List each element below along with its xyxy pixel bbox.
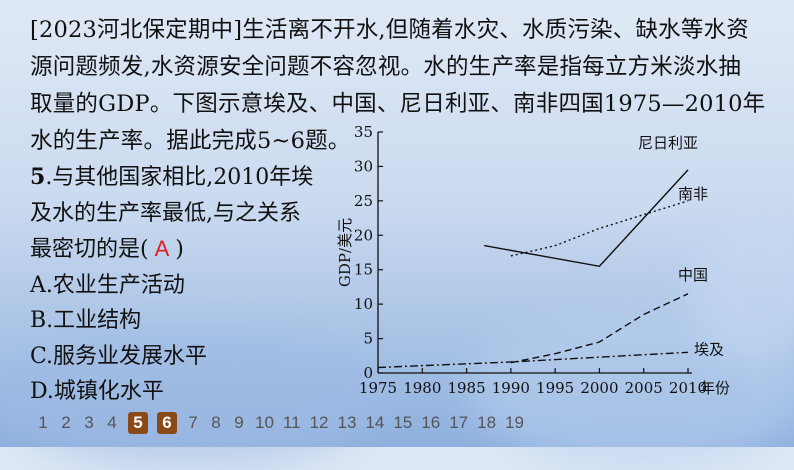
page-number-2[interactable]: 2 xyxy=(61,413,71,432)
series-label: 南非 xyxy=(678,185,708,203)
x-tick-label: 1995 xyxy=(536,379,574,397)
intro-line: 取量的GDP。下图示意埃及、中国、尼日利亚、南非四国1975—2010年 xyxy=(30,91,766,117)
option-c[interactable]: C.服务业发展水平 xyxy=(30,343,208,369)
background-glow xyxy=(690,220,794,360)
question-number: 5 xyxy=(30,164,46,190)
x-tick-label: 2010 xyxy=(669,379,707,397)
stem-text: .与其他国家相比,2010年埃 xyxy=(45,165,314,190)
page-number-17[interactable]: 17 xyxy=(449,413,469,432)
y-tick-label: 10 xyxy=(354,295,373,313)
x-tick-label: 2000 xyxy=(580,379,618,397)
y-tick-label: 15 xyxy=(354,261,373,279)
page-navigator: 1 2 3 4 5 6 7 8 9 10 11 12 13 14 15 16 17 18 19 xyxy=(36,412,524,434)
intro-line: 源问题频发,水资源安全问题不容忽视。水的生产率是指每立方米淡水抽 xyxy=(30,54,742,80)
page-number-9[interactable]: 9 xyxy=(234,413,244,432)
y-tick-label: 35 xyxy=(354,123,373,141)
series-label: 尼日利亚 xyxy=(638,134,698,152)
answer-mark: A xyxy=(154,236,170,261)
page-number-8[interactable]: 8 xyxy=(211,413,221,432)
x-tick-label: 1990 xyxy=(492,379,530,397)
stem-close: ) xyxy=(175,237,184,262)
page-number-18[interactable]: 18 xyxy=(477,413,497,432)
page-number-12[interactable]: 12 xyxy=(309,413,329,432)
series-line-3 xyxy=(377,351,689,369)
option-a[interactable]: A.农业生产活动 xyxy=(30,272,185,298)
stem-line: 最密切的是(A) xyxy=(30,231,313,268)
x-tick-label: 1985 xyxy=(447,379,485,397)
x-tick-label: 2005 xyxy=(625,379,663,397)
intro-line: 水的生产率。据此完成5~6题。 xyxy=(30,128,351,154)
page-number-10[interactable]: 10 xyxy=(255,413,274,432)
question-intro: [2023河北保定期中]生活离不开水,但随着水灾、水质污染、缺水等水资 源问题频… xyxy=(30,12,775,160)
x-tick-label: 1980 xyxy=(403,379,441,397)
y-tick-label: 0 xyxy=(363,364,373,382)
page-number-1[interactable]: 1 xyxy=(38,413,48,432)
intro-line: [2023河北保定期中]生活离不开水,但随着水灾、水质污染、缺水等水资 xyxy=(30,17,749,43)
page-number-13[interactable]: 13 xyxy=(337,413,357,432)
y-tick-label: 30 xyxy=(354,157,373,175)
page-number-7[interactable]: 7 xyxy=(188,413,198,432)
water-productivity-chart: 0 5 10 15 20 25 30 35 1975 1980 1985 1990 1995 2000 20… xyxy=(336,123,730,397)
stem-line: 5.与其他国家相比,2010年埃 xyxy=(30,160,313,196)
series-line-0 xyxy=(484,169,689,268)
option-b[interactable]: B.工业结构 xyxy=(30,308,142,333)
y-axis-label: GDP/美元 xyxy=(336,218,354,287)
y-tick-label: 25 xyxy=(354,192,373,210)
stem-text: 最密切的是( xyxy=(30,237,149,262)
page-number-5[interactable]: 5 xyxy=(128,412,148,434)
series-label: 中国 xyxy=(678,266,708,284)
series-line-1 xyxy=(510,200,689,257)
y-tick-label: 20 xyxy=(354,226,373,244)
page-number-16[interactable]: 16 xyxy=(421,413,441,432)
page-number-3[interactable]: 3 xyxy=(84,413,94,432)
question-5: 5.与其他国家相比,2010年埃 及水的生产率最低,与之关系 最密切的是(A) … xyxy=(30,160,313,410)
stem-line: 及水的生产率最低,与之关系 xyxy=(30,200,301,226)
page-number-14[interactable]: 14 xyxy=(365,413,385,432)
page-number-6[interactable]: 6 xyxy=(157,412,177,434)
option-d[interactable]: D.城镇化水平 xyxy=(30,379,164,404)
x-axis-label: 年份 xyxy=(700,379,730,397)
page-number-15[interactable]: 15 xyxy=(393,413,413,432)
page-number-4[interactable]: 4 xyxy=(107,413,117,432)
page-number-11[interactable]: 11 xyxy=(282,413,301,432)
x-tick-label: 1975 xyxy=(359,379,397,397)
series-label: 埃及 xyxy=(694,340,724,358)
y-tick-label: 5 xyxy=(363,330,373,348)
page-number-19[interactable]: 19 xyxy=(505,413,524,432)
series-line-2 xyxy=(510,293,689,364)
